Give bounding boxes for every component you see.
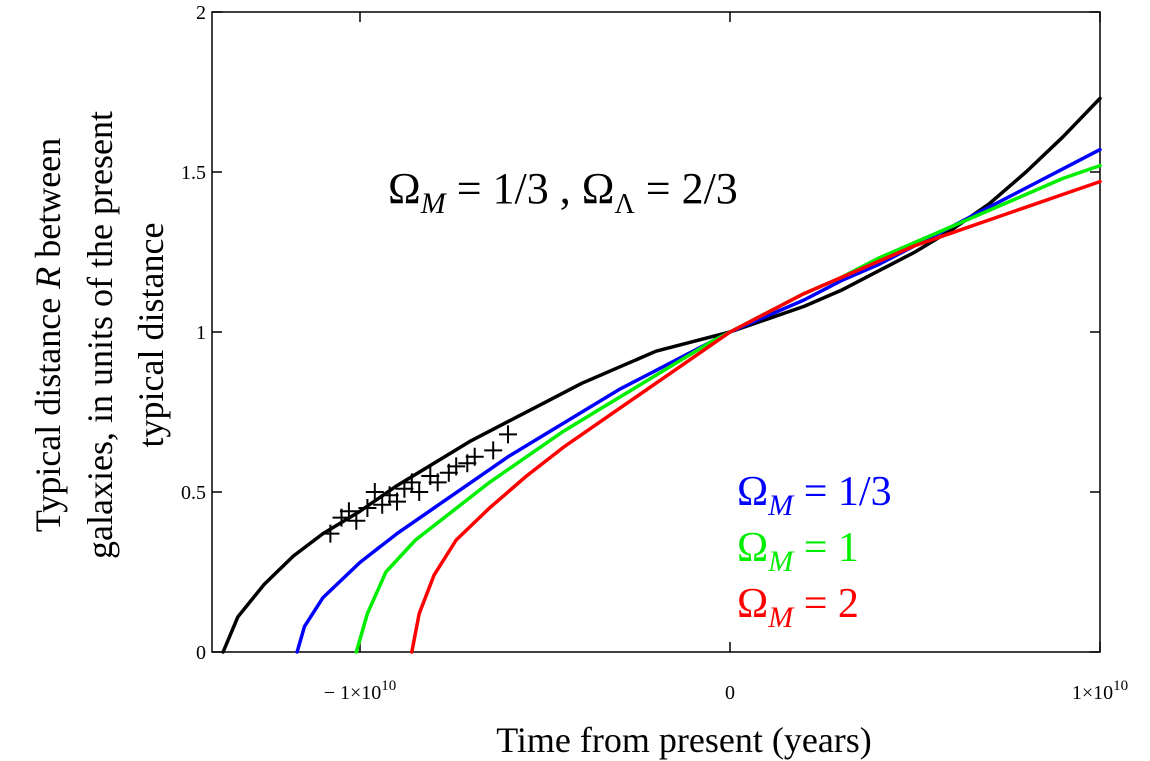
scatter-point — [347, 511, 366, 530]
x-tick-label: − 1×1010 — [324, 678, 397, 704]
annotation: ΩM = 1/3 , ΩΛ = 2/3 — [388, 164, 738, 220]
scatter-point — [358, 499, 377, 517]
y-tick-label: 0.5 — [181, 482, 206, 504]
series-lines — [221, 96, 1102, 654]
scatter-point — [402, 473, 421, 492]
x-tick-label: 1×1010 — [1072, 678, 1128, 704]
y-axis-title-line: typical distance — [131, 223, 171, 448]
y-tick-label: 2 — [196, 2, 206, 24]
scatter-point — [410, 483, 429, 501]
scatter-point — [365, 483, 384, 501]
y-axis-title-line: galaxies, in units of the present — [80, 111, 120, 559]
tick-labels: 0 0.5 1 1.5 2 − 1×1010 0 1×1010 — [181, 2, 1128, 704]
scatter-point — [373, 495, 392, 514]
scatter-points — [321, 425, 517, 543]
series-line-2 — [354, 163, 1102, 654]
scatter-point — [499, 425, 517, 444]
scatter-point — [339, 502, 358, 521]
axis-ticks — [212, 11, 1101, 653]
y-tick-label: 0 — [196, 642, 206, 664]
y-axis-title: Typical distance R between galaxies, in u… — [28, 111, 171, 559]
x-axis-title: Time from present (years) — [496, 720, 872, 760]
scatter-point — [321, 524, 340, 543]
legend-entry: ΩM = 2 — [737, 581, 859, 634]
x-tick-label: 0 — [725, 682, 735, 704]
scatter-point — [388, 492, 406, 511]
scatter-point — [465, 447, 484, 466]
scatter-point — [447, 457, 466, 476]
plot-border — [211, 11, 1101, 653]
scatter-point — [428, 473, 447, 492]
plot-frame — [211, 11, 1101, 653]
scatter-point — [484, 441, 503, 460]
legend-entry: ΩM = 1/3 — [737, 469, 892, 522]
y-tick-label: 1.5 — [181, 162, 206, 184]
y-axis-title-line: Typical distance R between — [28, 138, 68, 532]
legend: ΩM = 1/3ΩM = 1ΩM = 2 — [737, 469, 892, 634]
y-tick-label: 1 — [196, 322, 206, 344]
series-line-3 — [410, 179, 1102, 654]
legend-entry: ΩM = 1 — [737, 525, 859, 578]
